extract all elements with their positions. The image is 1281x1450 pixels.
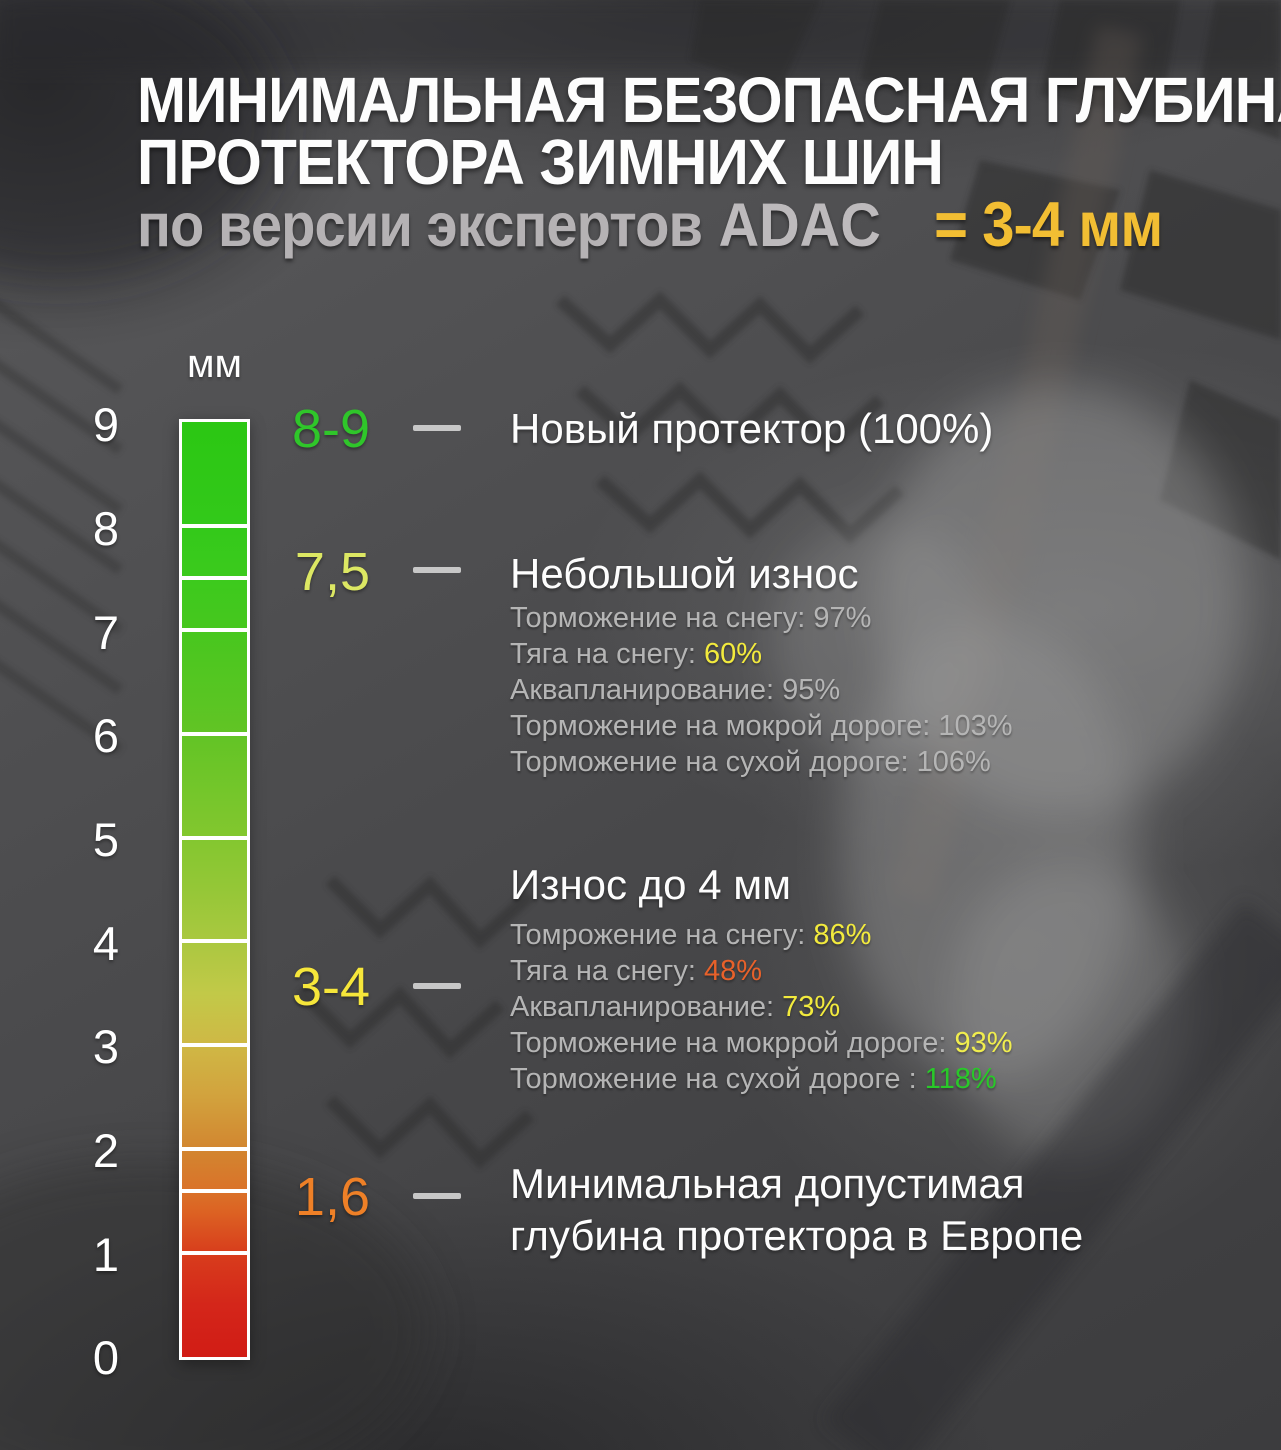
heading-wear-4mm: Износ до 4 мм bbox=[510, 861, 791, 908]
wear-4mm-dash bbox=[413, 983, 461, 989]
minimum-europe-dash bbox=[413, 1193, 461, 1199]
title-line-2: ПРОТЕКТОРА ЗИМНИХ ШИН bbox=[137, 126, 944, 198]
stat-value: 60% bbox=[703, 638, 763, 670]
scale-tick-6: 6 bbox=[92, 709, 120, 762]
stat-label: Торможение на сухой дороге : bbox=[510, 1063, 917, 1095]
subtitle-brand-adac: ADAC bbox=[718, 191, 881, 259]
stat-line: Тяга на снегу: 48% bbox=[510, 953, 1013, 989]
stat-line: Аквапланирование: 95% bbox=[510, 672, 1013, 708]
stat-label: Аквапланирование: bbox=[510, 991, 775, 1023]
subtitle-equals-value: = 3-4 мм bbox=[934, 190, 1163, 260]
stats-light-wear: Торможение на снегу: 97% Тяга на снегу: … bbox=[510, 600, 1013, 780]
scale-tick-4: 4 bbox=[92, 917, 120, 970]
scale-separator bbox=[179, 628, 250, 632]
title-line-1: МИНИМАЛЬНАЯ БЕЗОПАСНАЯ ГЛУБИНА bbox=[137, 64, 1281, 136]
scale-tick-8: 8 bbox=[92, 502, 120, 555]
stat-label: Тяга на снегу: bbox=[510, 955, 696, 987]
scale-separator bbox=[179, 524, 250, 528]
scale-tick-2: 2 bbox=[92, 1124, 120, 1177]
stat-value: 48% bbox=[703, 955, 763, 987]
stat-label: Торможение на снегу: bbox=[510, 602, 806, 634]
scale-separator bbox=[179, 576, 250, 580]
scale-separator bbox=[179, 1147, 250, 1151]
scale-tick-0: 0 bbox=[92, 1331, 120, 1384]
stat-line: Томрожение на снегу: 86% bbox=[510, 917, 1013, 953]
new-tread-dash bbox=[413, 425, 461, 431]
light-wear-range-label: 7,5 bbox=[294, 542, 370, 602]
minimum-europe-range-label: 1,6 bbox=[294, 1167, 370, 1227]
stat-label: Тяга на снегу: bbox=[510, 638, 696, 670]
stat-label: Торможение на сухой дороге: bbox=[510, 746, 909, 778]
stat-value: 86% bbox=[813, 919, 872, 951]
scale-separator bbox=[179, 732, 250, 736]
stat-value: 73% bbox=[782, 991, 841, 1023]
scale-tick-7: 7 bbox=[92, 606, 120, 659]
stat-line: Торможение на снегу: 97% bbox=[510, 600, 1013, 636]
scale-separator bbox=[179, 1189, 250, 1193]
scale-separator bbox=[179, 939, 250, 943]
stat-value: 93% bbox=[954, 1027, 1013, 1059]
heading-minimum-europe: Минимальная допустимая глубина протектор… bbox=[510, 1160, 1084, 1259]
stat-line: Торможение на мокррой дороге: 93% bbox=[510, 1025, 1013, 1061]
scale-separator bbox=[179, 836, 250, 840]
scale-separator bbox=[179, 1043, 250, 1047]
wear-4mm-range-label: 3-4 bbox=[291, 957, 370, 1017]
stat-label: Аквапланирование: bbox=[510, 674, 775, 706]
heading-new-tread: Новый протектор (100%) bbox=[510, 405, 994, 452]
stat-line: Тяга на снегу: 60% bbox=[510, 636, 1013, 672]
mm-unit-label: мм bbox=[187, 342, 242, 386]
light-wear-dash bbox=[413, 567, 461, 573]
stat-value: 97% bbox=[813, 602, 872, 634]
new-tread-range-label: 8-9 bbox=[291, 399, 370, 459]
heading-light-wear: Небольшой износ bbox=[510, 550, 859, 597]
stat-value: 106% bbox=[916, 746, 991, 778]
stat-value: 95% bbox=[782, 674, 841, 706]
stat-line: Торможение на мокрой дороге: 103% bbox=[510, 708, 1013, 744]
stat-label: Торможение на мокрой дороге: bbox=[510, 710, 931, 742]
scale-tick-9: 9 bbox=[92, 398, 120, 451]
scale-tick-3: 3 bbox=[92, 1020, 120, 1073]
subtitle: по версии экспертов ADAC = 3-4 мм bbox=[137, 190, 1163, 260]
stat-label: Томрожение на снегу: bbox=[510, 919, 806, 951]
scale-tick-5: 5 bbox=[92, 813, 120, 866]
scale-tick-1: 1 bbox=[92, 1228, 120, 1281]
stat-line: Торможение на сухой дороге: 106% bbox=[510, 744, 1013, 780]
stat-value: 103% bbox=[938, 710, 1013, 742]
stat-label: Торможение на мокррой дороге: bbox=[510, 1027, 947, 1059]
subtitle-text: по версии экспертов bbox=[137, 191, 703, 259]
stat-value: 118% bbox=[924, 1063, 997, 1095]
stat-line: Торможение на сухой дороге : 118% bbox=[510, 1061, 1013, 1097]
stat-line: Аквапланирование: 73% bbox=[510, 989, 1013, 1025]
tread-depth-color-scale bbox=[179, 419, 250, 1360]
stats-wear-4mm: Томрожение на снегу: 86% Тяга на снегу: … bbox=[510, 917, 1013, 1097]
scale-separator bbox=[179, 1251, 250, 1255]
